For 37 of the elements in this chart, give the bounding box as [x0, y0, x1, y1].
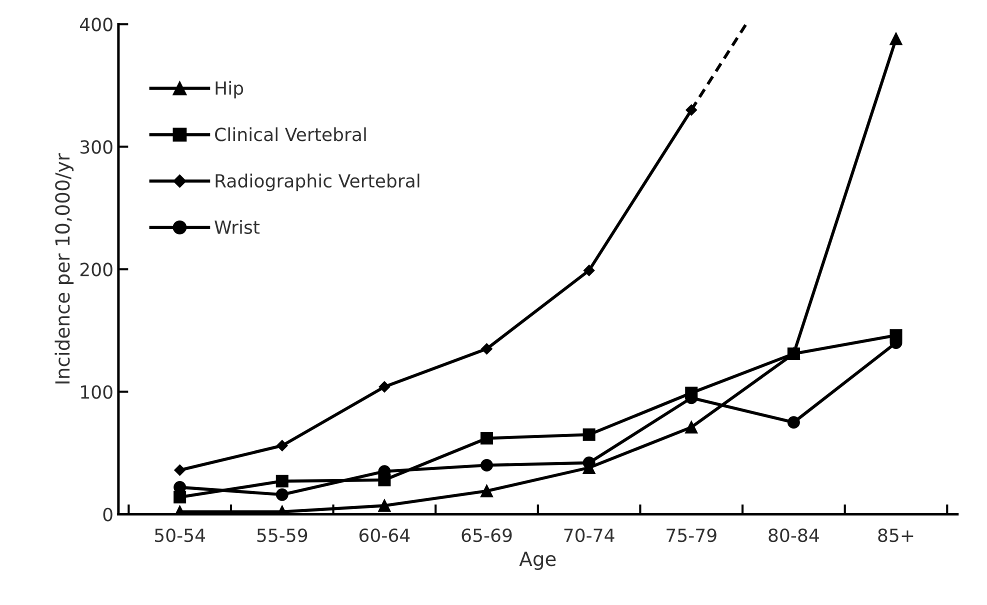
legend-label: Clinical Vertebral [215, 127, 366, 142]
y-tick-label: 100 [81, 385, 112, 399]
legend-label: Wrist [214, 220, 260, 234]
legend-label: Radiographic Vertebral [216, 174, 420, 192]
point [276, 488, 288, 501]
x-tick-label: 70-74 [564, 528, 614, 542]
point [890, 32, 902, 46]
x-tick-label: 75-79 [666, 528, 716, 542]
point [582, 456, 596, 470]
y-tick-label: 0 [103, 508, 112, 522]
point [378, 381, 390, 392]
y-axis-title: Incidence per 10,000/yr [54, 153, 74, 384]
point [480, 432, 494, 445]
point [582, 428, 596, 441]
x-axis-title: Age [519, 552, 556, 570]
point [480, 484, 494, 498]
point [174, 464, 186, 476]
y-tick-label: 300 [80, 140, 112, 154]
point [787, 348, 800, 360]
legend-label: Hip [216, 80, 244, 98]
point [174, 490, 186, 504]
x-tick-label: 50-54 [154, 528, 206, 542]
point [583, 264, 595, 276]
x-tick-label: 85+ [878, 528, 914, 542]
x-tick-label: 65-69 [462, 528, 512, 542]
x-tick-label: 55-59 [257, 528, 308, 542]
point [480, 458, 494, 472]
point [787, 416, 800, 429]
x-tick-label: 80-84 [768, 528, 819, 542]
point [276, 440, 288, 452]
y-tick-label: 200 [80, 262, 112, 276]
y-tick-label: 400 [80, 18, 112, 32]
point [378, 499, 391, 512]
x-tick-label: 60-64 [359, 528, 410, 542]
point [276, 474, 288, 488]
point [481, 343, 492, 354]
point [685, 421, 698, 434]
